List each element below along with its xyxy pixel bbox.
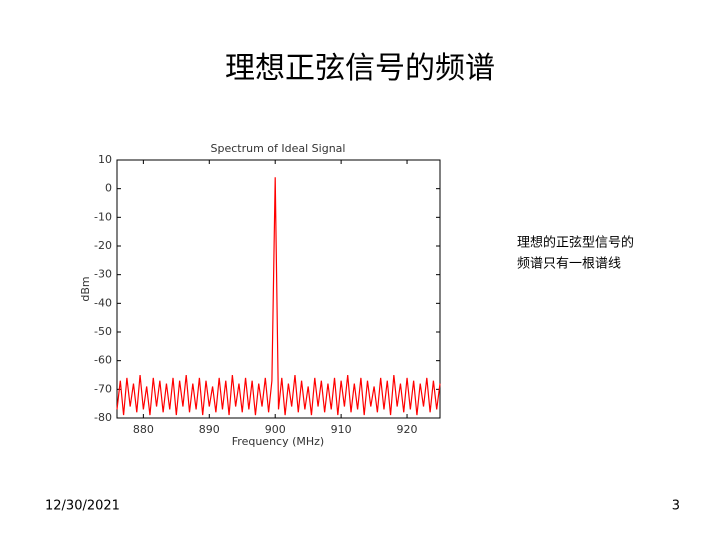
y-tick-label: -20 [94,239,112,252]
y-tick-label: 10 [98,153,112,166]
spectrum-line [116,177,441,416]
y-tick-label: -40 [94,296,112,309]
y-tick-label: -30 [94,268,112,281]
x-tick-label: 900 [265,423,286,436]
x-tick-label: 920 [397,423,418,436]
x-tick-label: 910 [331,423,352,436]
x-tick-label: 890 [199,423,220,436]
y-tick-label: -50 [94,325,112,338]
x-axis-label: Frequency (MHz) [232,435,324,448]
y-axis-label: dBm [79,276,92,301]
y-tick-label: -60 [94,354,112,367]
y-tick-label: -10 [94,210,112,223]
y-tick-label: -80 [94,411,112,424]
date: 12/30/2021 [45,499,120,514]
chart-title: Spectrum of Ideal Signal [211,142,346,155]
y-tick-label: -70 [94,382,112,395]
y-tick-label: 0 [105,182,112,195]
page-number: 3 [672,499,680,514]
x-tick-label: 880 [133,423,154,436]
note: 理想的正弦型信号的 [517,235,634,251]
note: 频谱只有一根谱线 [517,257,621,272]
slide-title: 理想正弦信号的频谱 [225,51,495,86]
